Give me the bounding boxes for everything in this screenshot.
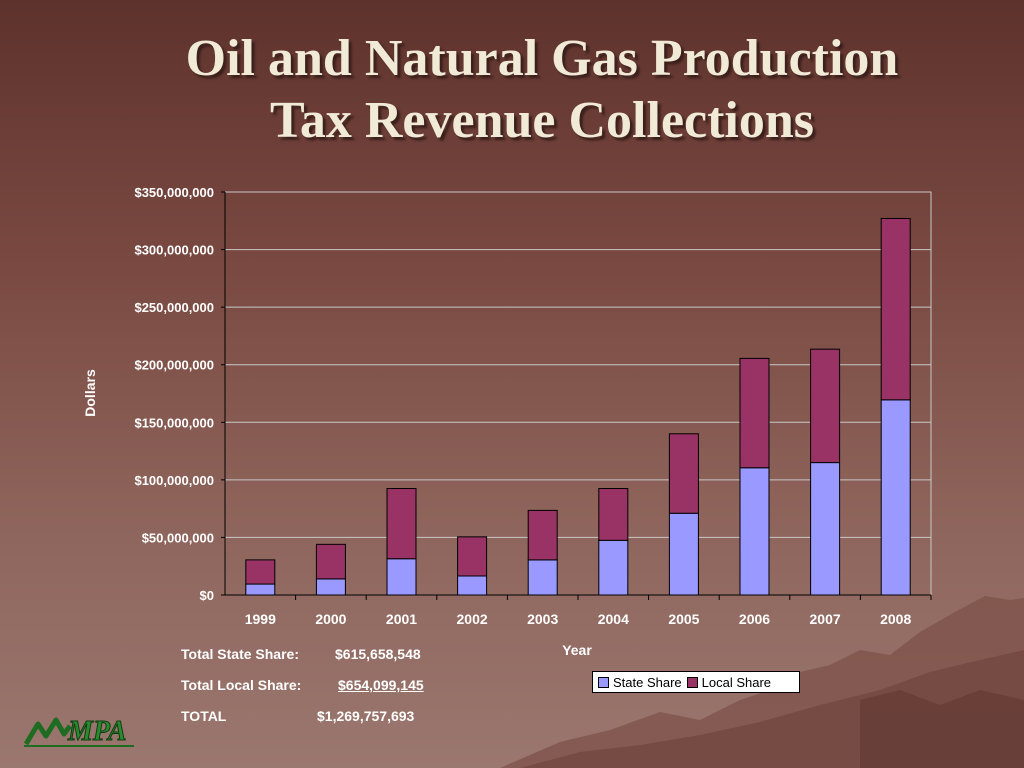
x-tick-label: 1999 <box>245 611 276 627</box>
y-tick-label: $350,000,000 <box>134 185 214 200</box>
y-tick-label: $0 <box>200 588 214 603</box>
total-state-value: $615,658,548 <box>335 646 421 662</box>
legend-swatch-local <box>686 676 698 688</box>
chart-legend: State Share Local Share <box>592 671 800 693</box>
legend-item-state: State Share <box>598 675 682 690</box>
slide-title: Oil and Natural Gas Production Tax Reven… <box>60 28 1024 152</box>
x-tick-label: 2003 <box>527 611 558 627</box>
bar-state-2000 <box>315 578 346 596</box>
bar-local-1999 <box>245 559 276 585</box>
legend-label-local: Local Share <box>701 674 772 690</box>
bar-local-2001 <box>386 487 417 560</box>
legend-label-state: State Share <box>613 674 682 690</box>
y-tick-label: $300,000,000 <box>134 243 214 258</box>
mpa-logo-icon: MPA <box>24 716 134 748</box>
y-tick-label: $200,000,000 <box>134 358 214 373</box>
x-tick-label: 2005 <box>668 611 699 627</box>
legend-item-local: Local Share <box>686 674 772 690</box>
total-label: TOTAL <box>181 708 227 724</box>
x-tick-label: 2001 <box>386 611 417 627</box>
bar-local-2003 <box>527 509 558 561</box>
bars <box>245 217 911 596</box>
y-tick-label: $250,000,000 <box>134 300 214 315</box>
total-state-label: Total State Share: <box>181 646 299 662</box>
bar-local-2000 <box>315 543 346 580</box>
y-tick-label: $150,000,000 <box>134 415 214 430</box>
bar-state-2002 <box>457 575 488 596</box>
x-tick-labels: 1999 2000 2001 2002 2003 2004 2005 2006 2007 2008 <box>245 595 932 627</box>
total-local-value: $654,099,145 <box>338 677 424 693</box>
bar-local-2005 <box>668 433 699 514</box>
total-value: $1,269,757,693 <box>317 708 415 724</box>
x-tick-label: 2008 <box>880 611 911 627</box>
y-axis-label: Dollars <box>82 369 98 417</box>
slide-title-line1: Oil and Natural Gas Production <box>185 30 899 87</box>
bar-state-2005 <box>668 512 699 596</box>
y-tick-labels: $0 $50,000,000 $100,000,000 $150,000,000 $20… <box>134 185 225 603</box>
bar-state-2008 <box>880 399 911 596</box>
logo-text: MPA <box>67 716 127 747</box>
x-tick-label: 2004 <box>598 611 629 627</box>
bar-state-2001 <box>386 558 417 596</box>
x-tick-label: 2000 <box>315 611 346 627</box>
bar-state-2007 <box>810 462 841 596</box>
x-tick-label: 2007 <box>810 611 841 627</box>
total-local-label: Total Local Share: <box>181 677 302 693</box>
bar-local-2006 <box>739 357 770 469</box>
bar-state-2006 <box>739 467 770 596</box>
bar-local-2007 <box>810 348 841 464</box>
bar-local-2002 <box>457 536 488 577</box>
y-tick-label: $50,000,000 <box>142 530 214 545</box>
bar-state-1999 <box>245 583 276 596</box>
x-tick-label: 2002 <box>457 611 488 627</box>
bar-local-2008 <box>880 217 911 401</box>
x-tick-label: 2006 <box>739 611 770 627</box>
bar-state-2004 <box>598 539 629 596</box>
y-tick-label: $100,000,000 <box>134 473 214 488</box>
slide-title-line2: Tax Revenue Collections <box>269 92 815 149</box>
legend-swatch-state <box>598 676 609 688</box>
x-axis-label: Year <box>562 642 592 658</box>
bar-local-2004 <box>598 487 629 541</box>
bar-state-2003 <box>527 559 558 596</box>
